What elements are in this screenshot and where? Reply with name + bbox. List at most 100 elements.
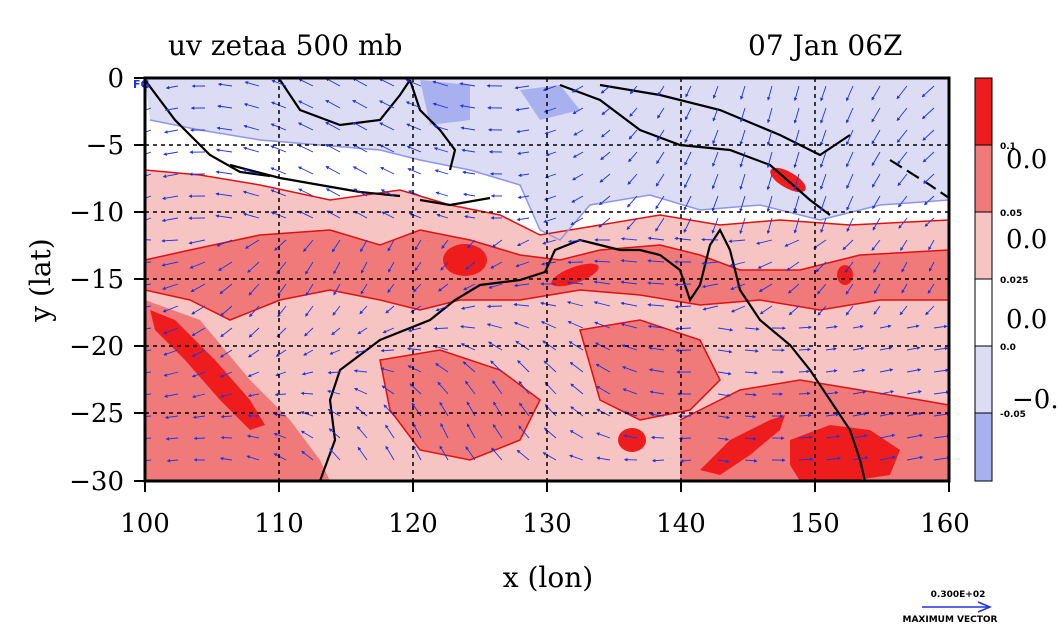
- wind-vector: [219, 349, 233, 358]
- wind-vector: [301, 450, 314, 461]
- wind-vector: [325, 144, 341, 153]
- wind-vector: [712, 129, 719, 145]
- wind-vector: [766, 173, 773, 191]
- wind-vector: [459, 104, 476, 109]
- wind-vector: [406, 347, 422, 351]
- wind-vector: [793, 129, 800, 147]
- wind-vector: [329, 448, 341, 461]
- wind-vector: [711, 217, 719, 234]
- wind-vector: [712, 151, 719, 167]
- wind-vector: [623, 434, 638, 439]
- wind-vector: [192, 415, 206, 419]
- wind-vector: [730, 305, 746, 313]
- colorbar-box-3: [974, 278, 993, 347]
- grid-lines: [145, 78, 949, 481]
- wind-vector: [655, 173, 665, 187]
- wind-vector: [273, 453, 287, 461]
- wind-vector: [647, 303, 665, 307]
- wind-vector: [541, 261, 557, 266]
- wind-vector: [519, 402, 530, 417]
- wind-vector: [145, 437, 152, 439]
- wind-vector: [305, 283, 314, 297]
- title-left: uv zetaa 500 mb: [168, 29, 402, 62]
- wind-vector: [651, 458, 665, 463]
- wind-vector: [408, 190, 422, 197]
- wind-vector: [598, 217, 611, 228]
- wind-vector: [378, 78, 395, 87]
- wind-vector: [145, 305, 152, 308]
- wind-vector: [353, 188, 368, 197]
- wind-vector: [385, 424, 395, 439]
- wind-vector: [166, 458, 179, 463]
- wind-vector: [788, 305, 800, 316]
- wind-vector: [767, 85, 773, 101]
- wind-vector: [846, 129, 854, 146]
- wind-vector: [191, 371, 206, 378]
- wind-vector: [405, 101, 422, 109]
- wind-vector: [756, 239, 773, 245]
- wind-vector: [491, 239, 503, 248]
- wind-vector: [923, 173, 935, 184]
- wind-vector: [647, 259, 665, 263]
- wind-vector: [674, 305, 692, 309]
- wind-vector: [647, 324, 665, 329]
- wind-vector: [657, 107, 665, 119]
- wind-vector: [648, 368, 665, 373]
- vector-legend-arrowhead: [977, 601, 992, 613]
- wind-vector: [852, 412, 868, 417]
- wind-vector: [270, 167, 287, 175]
- wind-vector: [162, 173, 179, 178]
- wind-vector: [620, 237, 638, 241]
- wind-vector: [542, 340, 557, 351]
- wind-vector: [243, 124, 260, 131]
- wind-vector: [620, 280, 638, 285]
- colorbar-level-label: 0.1: [1000, 142, 1016, 152]
- plot-area: [145, 78, 949, 481]
- wind-vector: [569, 454, 584, 461]
- colorbar-side-label: 0.0: [1006, 305, 1047, 335]
- wind-vector: [711, 173, 719, 190]
- wind-vector: [675, 326, 692, 331]
- wind-vector: [923, 195, 935, 206]
- wind-vector: [379, 122, 395, 131]
- wind-vector: [216, 239, 233, 247]
- wind-vector: [717, 327, 734, 332]
- wind-vector: [297, 122, 314, 131]
- wind-vector: [297, 166, 314, 175]
- wind-vector: [570, 406, 584, 417]
- wind-vector: [492, 380, 503, 395]
- x-axis-label: x (lon): [503, 561, 593, 594]
- wind-vector: [846, 217, 854, 233]
- wind-vector: [406, 123, 422, 131]
- wind-vector: [441, 239, 449, 250]
- wind-vector: [298, 78, 314, 87]
- wind-vector: [543, 360, 557, 373]
- wind-vector: [540, 321, 557, 329]
- wind-vector: [729, 261, 746, 267]
- wind-vector: [825, 390, 839, 395]
- wind-vector: [656, 129, 665, 142]
- wind-vector: [162, 305, 179, 313]
- timor-coast: [419, 196, 491, 207]
- wind-vector: [649, 390, 665, 395]
- wind-vector: [466, 239, 476, 249]
- wind-vector: [545, 151, 557, 157]
- wind-vector: [593, 280, 611, 285]
- wind-vector: [242, 168, 260, 175]
- vector-legend-caption: MAXIMUM VECTOR: [902, 615, 997, 625]
- wind-vector: [701, 237, 719, 242]
- wind-vector: [385, 445, 395, 461]
- wind-vector: [817, 305, 827, 316]
- wind-vector: [405, 79, 422, 87]
- wind-vector: [650, 412, 665, 417]
- wind-vector: [247, 261, 260, 273]
- wind-vector: [270, 145, 287, 153]
- wind-vector: [825, 412, 840, 417]
- wind-vector: [596, 432, 611, 439]
- wind-vector: [879, 324, 892, 329]
- wind-vector: [798, 413, 812, 418]
- x-tick-label: 150: [790, 509, 840, 539]
- wind-vector: [486, 323, 503, 329]
- wind-vector: [380, 167, 395, 175]
- wind-vector: [325, 188, 341, 197]
